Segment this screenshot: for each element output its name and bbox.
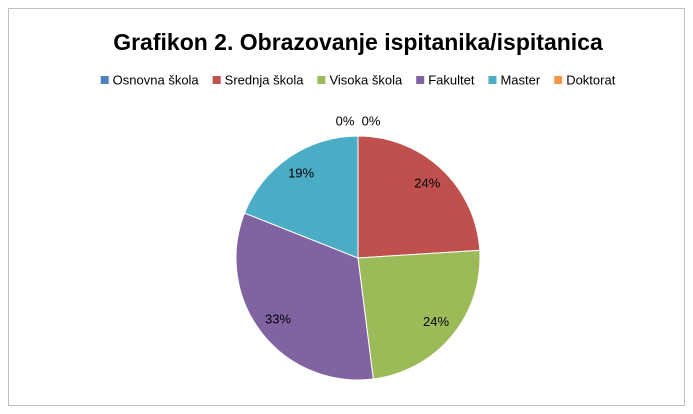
legend-label: Doktorat — [566, 72, 616, 87]
data-label: 24% — [423, 314, 449, 329]
pie-slice — [357, 249, 481, 380]
data-label: 33% — [265, 312, 291, 327]
legend-swatch — [212, 76, 221, 84]
legend-swatch — [100, 76, 109, 84]
legend-label: Srednja škola — [225, 72, 305, 87]
chart-title: Grafikon 2. Obrazovanje ispitanika/ispit… — [113, 29, 603, 55]
legend-label: Osnovna škola — [113, 72, 200, 87]
pie-slice — [357, 135, 481, 259]
legend-label: Visoka škola — [329, 72, 403, 87]
legend-label: Master — [500, 72, 540, 87]
data-label: 0% — [336, 113, 355, 128]
legend-swatch — [416, 76, 425, 84]
data-label: 19% — [288, 166, 314, 181]
data-label: 0% — [362, 113, 381, 128]
pie-slice — [235, 212, 374, 381]
legend-swatch — [488, 76, 497, 84]
legend-swatch — [317, 76, 326, 84]
legend-label: Fakultet — [428, 72, 475, 87]
legend-swatch — [554, 76, 563, 84]
pie-slice — [243, 135, 359, 259]
data-label: 24% — [414, 176, 440, 191]
legend: Osnovna škola Srednja škola Visoka škola Fa… — [100, 72, 616, 87]
